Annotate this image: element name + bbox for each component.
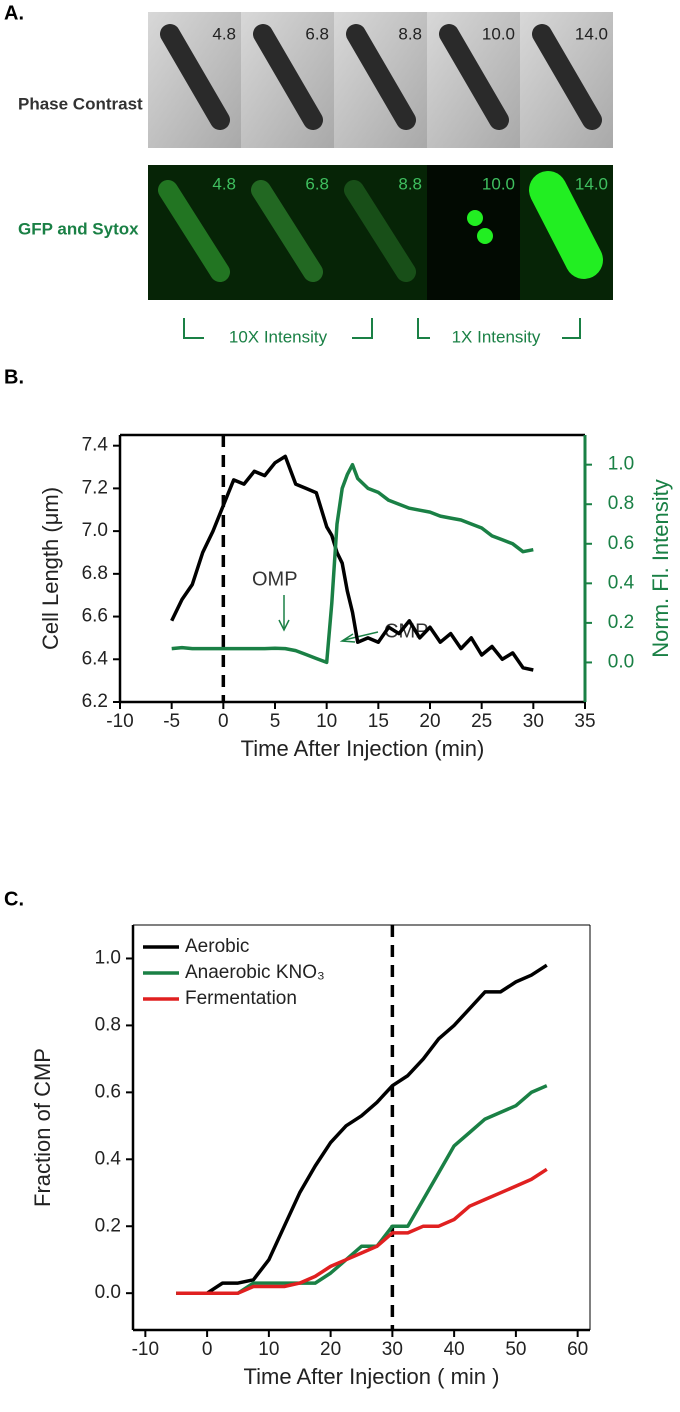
y-tick-label: 0.4 (95, 1148, 122, 1169)
cell-rod (344, 180, 416, 282)
time-label: 8.8 (398, 174, 422, 193)
y-tick-label: 0.0 (95, 1282, 121, 1303)
cell-rod (251, 180, 323, 282)
y-tick-label: 6.8 (82, 563, 108, 584)
y2-tick-label: 0.8 (608, 493, 634, 514)
panel-label: B. (4, 366, 24, 388)
x-tick-label: 40 (444, 1339, 465, 1360)
legend-label: Anaerobic KNO₃ (185, 962, 325, 983)
data-line (176, 963, 548, 1295)
time-label: 6.8 (305, 174, 329, 193)
panel-label: C. (4, 888, 24, 910)
panel-label: A. (4, 2, 24, 24)
x-tick-label: 25 (471, 711, 492, 732)
annotation: OMP (252, 568, 298, 590)
x-tick-label: 30 (382, 1339, 403, 1360)
y-tick-label: 0.6 (95, 1081, 121, 1102)
x-axis-label: Time After Injection (min) (241, 736, 485, 761)
y2-axis-label: Norm. Fl. Intensity (648, 479, 673, 657)
x-tick-label: -10 (132, 1339, 159, 1360)
arrow-head (339, 633, 356, 643)
time-label: 6.8 (305, 24, 329, 43)
cell-rod (158, 180, 230, 282)
cell-dot (477, 228, 493, 244)
cell-rod (532, 24, 602, 130)
y2-tick-label: 0.0 (608, 651, 634, 672)
bracket-label: 1X Intensity (452, 327, 541, 346)
x-tick-label: 5 (270, 711, 281, 732)
y-tick-label: 0.2 (95, 1215, 121, 1236)
cell-rod (439, 24, 509, 130)
x-axis-label: Time After Injection ( min ) (244, 1364, 500, 1389)
x-tick-label: 15 (368, 711, 389, 732)
x-tick-label: 60 (567, 1339, 588, 1360)
x-tick-label: 30 (523, 711, 544, 732)
time-label: 14.0 (575, 174, 608, 193)
y-axis-label: Fraction of CMP (30, 1048, 55, 1207)
brackets (183, 318, 581, 339)
cell-rod (529, 171, 603, 279)
x-tick-label: 0 (218, 711, 229, 732)
y-tick-label: 7.0 (82, 520, 108, 541)
y2-tick-label: 0.4 (608, 572, 635, 593)
cell-rod (253, 24, 323, 130)
x-tick-label: 0 (202, 1339, 213, 1360)
y2-tick-label: 0.6 (608, 533, 634, 554)
x-tick-label: 10 (316, 711, 337, 732)
row-label: Phase Contrast (18, 94, 143, 113)
gfp-tile (427, 165, 520, 300)
x-tick-label: -5 (163, 711, 180, 732)
y2-tick-label: 0.2 (608, 612, 634, 633)
y-tick-label: 6.2 (82, 691, 108, 712)
arrow-head (278, 619, 290, 632)
y-tick-label: 7.2 (82, 477, 108, 498)
legend-label: Fermentation (185, 988, 297, 1009)
x-tick-label: 35 (574, 711, 595, 732)
x-tick-label: 20 (320, 1339, 341, 1360)
time-label: 8.8 (398, 24, 422, 43)
y-axis-label: Cell Length (μm) (38, 487, 63, 650)
x-tick-label: 20 (419, 711, 440, 732)
bracket-label: 10X Intensity (229, 327, 328, 346)
time-label: 10.0 (482, 174, 515, 193)
y-tick-label: 6.4 (82, 648, 109, 669)
time-label: 4.8 (212, 174, 236, 193)
cell-rod (160, 24, 230, 130)
x-tick-label: 50 (505, 1339, 526, 1360)
x-tick-label: 10 (258, 1339, 279, 1360)
y-tick-label: 0.8 (95, 1014, 121, 1035)
y-tick-label: 7.4 (82, 435, 109, 456)
y2-tick-label: 1.0 (608, 454, 634, 475)
y-tick-label: 1.0 (95, 947, 121, 968)
x-tick-label: -10 (106, 711, 133, 732)
image-tiles: 4.8 4.8 6.8 6.8 8.8 8.8 10.0 10.0 14.0 14.0 (148, 12, 613, 300)
data-line (176, 1167, 548, 1295)
time-label: 4.8 (212, 24, 236, 43)
row-label: GFP and Sytox (18, 219, 139, 238)
time-label: 14.0 (575, 24, 608, 43)
cell-rod (346, 24, 416, 130)
cell-dot (467, 210, 483, 226)
legend-label: Aerobic (185, 936, 249, 957)
arrow (343, 631, 379, 641)
time-label: 10.0 (482, 24, 515, 43)
data-line (171, 462, 534, 665)
data-line (170, 454, 534, 672)
y-tick-label: 6.6 (82, 606, 108, 627)
